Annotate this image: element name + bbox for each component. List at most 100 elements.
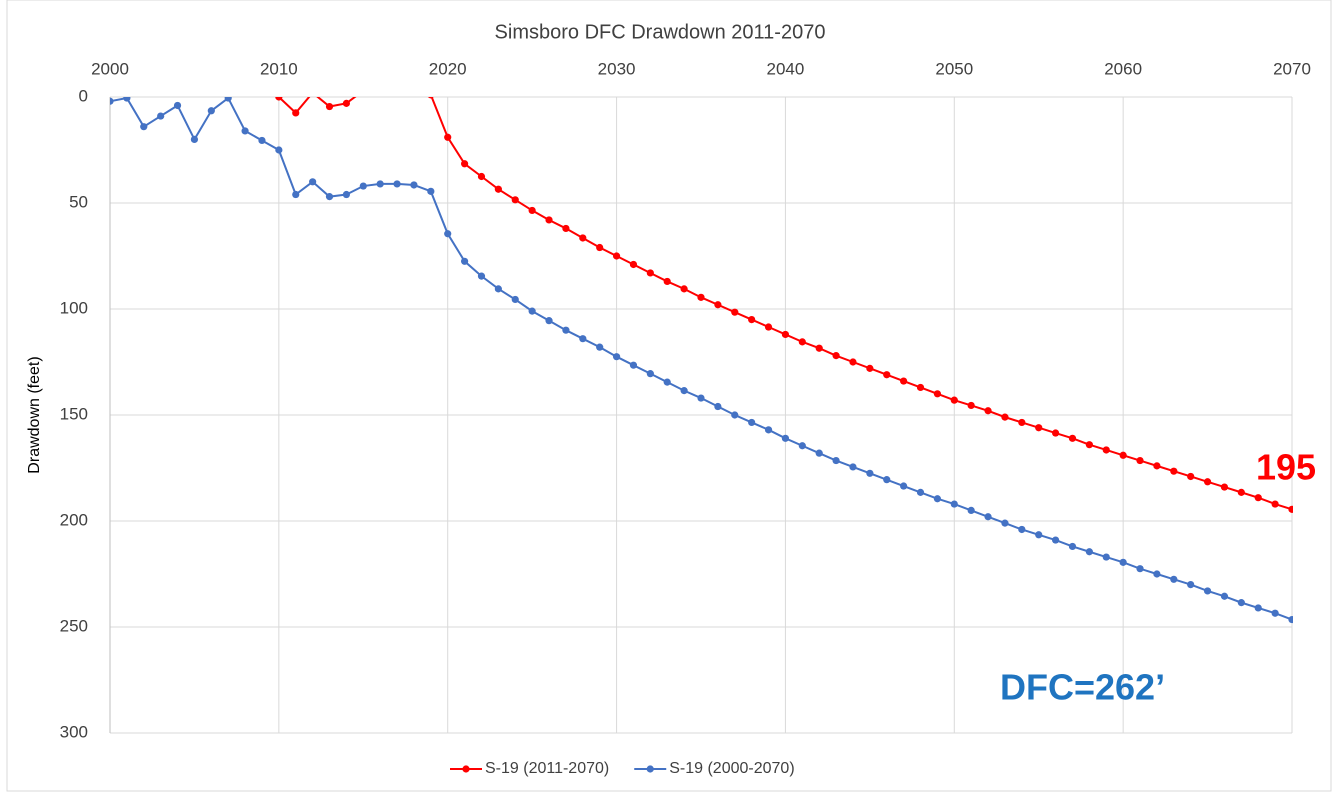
point xyxy=(781,434,790,442)
point xyxy=(562,326,570,334)
legend-marker xyxy=(646,765,654,773)
point xyxy=(528,206,536,215)
point xyxy=(511,295,519,304)
point xyxy=(1018,418,1026,427)
point xyxy=(697,293,705,301)
point xyxy=(1288,505,1293,513)
point xyxy=(579,335,587,343)
point xyxy=(748,316,756,324)
y-tick-label: 200 xyxy=(60,510,88,529)
point xyxy=(883,476,891,484)
point xyxy=(680,285,688,293)
x-tick-label: 2030 xyxy=(598,59,636,78)
point xyxy=(612,353,621,361)
point xyxy=(1085,548,1093,556)
point xyxy=(933,390,942,398)
point xyxy=(748,418,756,427)
point xyxy=(1052,429,1060,437)
point xyxy=(1068,542,1077,551)
point xyxy=(1119,558,1127,566)
point xyxy=(1119,451,1127,459)
point xyxy=(1102,553,1110,561)
point xyxy=(1187,472,1195,481)
point xyxy=(190,135,199,143)
point xyxy=(798,442,806,450)
point xyxy=(815,344,823,352)
grid: 0 50 100 150 200 250 300 2000 2010 2020 2030 2040 20… xyxy=(60,59,1311,741)
x-tick-label: 2060 xyxy=(1104,59,1142,78)
point xyxy=(393,180,401,188)
y-tick-label: 50 xyxy=(69,192,88,211)
y-tick-label: 0 xyxy=(79,86,88,105)
legend-label: S-19 (2011-2070) xyxy=(485,760,609,777)
point xyxy=(1136,456,1144,465)
point xyxy=(377,68,384,75)
annotation: 195 xyxy=(1256,447,1316,488)
point xyxy=(714,402,722,411)
annotation: DFC=262’ xyxy=(1000,667,1165,708)
point xyxy=(1237,599,1245,607)
point xyxy=(528,307,536,315)
y-tick-label: 150 xyxy=(60,404,88,423)
point xyxy=(849,463,857,471)
point xyxy=(1035,531,1043,539)
y-tick-label: 100 xyxy=(60,298,88,317)
point xyxy=(764,426,773,434)
y-tick-label: 300 xyxy=(60,722,88,741)
point xyxy=(629,260,638,269)
point xyxy=(798,338,806,346)
point xyxy=(916,488,925,496)
point xyxy=(1018,525,1026,534)
point xyxy=(916,383,925,392)
point xyxy=(359,182,367,190)
point xyxy=(410,181,418,189)
point xyxy=(646,269,654,277)
point xyxy=(494,185,502,193)
point xyxy=(461,160,469,168)
point xyxy=(444,133,452,141)
chart-frame xyxy=(6,0,1332,792)
annotations: 195 DFC=262’ xyxy=(1000,447,1316,708)
point xyxy=(360,87,367,94)
point xyxy=(900,377,908,385)
point xyxy=(1187,581,1195,589)
point xyxy=(275,97,283,101)
x-tick-label: 2070 xyxy=(1273,59,1311,78)
point xyxy=(950,500,958,508)
point xyxy=(731,411,739,419)
point xyxy=(427,97,434,99)
point xyxy=(309,89,316,96)
point xyxy=(224,97,232,102)
x-tick-label: 2050 xyxy=(935,59,973,78)
point xyxy=(1052,536,1060,544)
x-tick-label: 2000 xyxy=(91,59,129,78)
point xyxy=(173,101,182,110)
y-tick-label: 250 xyxy=(60,616,88,635)
point xyxy=(781,330,790,339)
point xyxy=(714,301,722,309)
point xyxy=(494,285,502,293)
point xyxy=(393,62,400,69)
point xyxy=(1102,446,1110,454)
point xyxy=(1254,604,1262,612)
point xyxy=(866,469,874,477)
point xyxy=(933,495,942,503)
x-tick-label: 2040 xyxy=(767,59,805,78)
point xyxy=(157,112,165,120)
point xyxy=(663,378,671,386)
point xyxy=(511,196,519,204)
point xyxy=(900,482,908,490)
legend-marker xyxy=(462,765,470,773)
point xyxy=(427,187,435,195)
point xyxy=(477,172,486,181)
point xyxy=(1068,434,1077,442)
x-tick-label: 2010 xyxy=(260,59,298,78)
point xyxy=(731,308,739,316)
point xyxy=(883,371,891,379)
point xyxy=(984,407,992,415)
point xyxy=(1170,467,1178,475)
point xyxy=(764,323,773,331)
point xyxy=(612,252,621,260)
point xyxy=(832,352,840,360)
point xyxy=(1203,478,1212,486)
